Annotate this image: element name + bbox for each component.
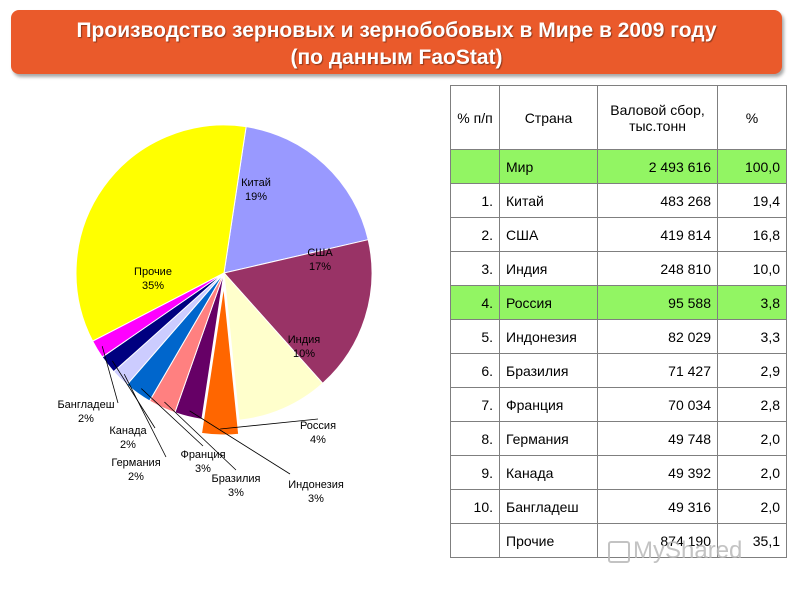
row-country: США (499, 217, 598, 252)
row-country: Канада (499, 455, 598, 490)
production-table: % п/п Страна Валовой сбор, тыс.тонн % Ми… (450, 85, 787, 558)
row-value: 82 029 (597, 319, 718, 354)
watermark-text: MyShared (633, 537, 743, 564)
row-percent: 35,1 (717, 523, 787, 558)
leader-line (101, 346, 119, 404)
table-row: 9. Канада 49 392 2,0 (450, 455, 787, 490)
leader-line (189, 410, 291, 475)
row-number: 9. (450, 455, 500, 490)
pie-slice (75, 124, 247, 342)
row-country: Бангладеш (499, 489, 598, 524)
row-number: 4. (450, 285, 500, 320)
row-value: 71 427 (597, 353, 718, 388)
table-row: 5. Индонезия 82 029 3,3 (450, 319, 787, 354)
leader-line (141, 388, 204, 447)
slice-label: Бангладеш 2% (57, 399, 114, 425)
row-country: Индонезия (499, 319, 598, 354)
row-value: 874 190 (597, 523, 718, 558)
row-percent: 2,0 (717, 489, 787, 524)
row-percent: 10,0 (717, 251, 787, 286)
table-row: 7. Франция 70 034 2,8 (450, 387, 787, 422)
row-value: 2 493 616 (597, 149, 718, 184)
slice-label: Индия 10% (288, 334, 321, 360)
row-country: Прочие (499, 523, 598, 558)
row-number: 7. (450, 387, 500, 422)
row-number: 5. (450, 319, 500, 354)
row-number (450, 523, 500, 558)
table-body: Мир 2 493 616 100,0 1. Китай 483 268 19,4 2. США… (450, 149, 787, 558)
row-percent: 3,8 (717, 285, 787, 320)
slice-label: Китай 19% (241, 177, 271, 203)
watermark: MyShared (608, 537, 742, 565)
row-value: 248 810 (597, 251, 718, 286)
row-percent: 2,0 (717, 421, 787, 456)
table-row: 1. Китай 483 268 19,4 (450, 183, 787, 218)
leader-line (112, 360, 156, 429)
leader-line (164, 401, 237, 471)
table-row: 2. США 419 814 16,8 (450, 217, 787, 252)
row-value: 95 588 (597, 285, 718, 320)
row-country: Индия (499, 251, 598, 286)
header-number: % п/п (450, 85, 500, 150)
row-percent: 3,3 (717, 319, 787, 354)
pie-chart: Китай 19% США 17% Индия 10% Россия 4% Индонезия 3… (57, 124, 373, 505)
leader-line (123, 373, 167, 458)
row-number: 1. (450, 183, 500, 218)
row-value: 49 748 (597, 421, 718, 456)
table-header-row: % п/п Страна Валовой сбор, тыс.тонн % (450, 85, 787, 150)
row-number: 8. (450, 421, 500, 456)
pie-slice (223, 126, 369, 274)
table-row: Прочие 874 190 35,1 (450, 523, 787, 558)
row-country: Франция (499, 387, 598, 422)
slice-label: Россия 4% (300, 420, 336, 446)
pie-slice (223, 271, 324, 421)
slice-label: Канада 2% (109, 425, 147, 451)
row-value: 70 034 (597, 387, 718, 422)
table-row: 4. Россия 95 588 3,8 (450, 285, 787, 320)
chart-title-line1: Производство зерновых и зернобобовых в М… (76, 19, 717, 42)
slice-label: Прочие 35% (134, 266, 172, 292)
title-banner: Производство зерновых и зернобобовых в М… (11, 10, 782, 74)
slice-label: США 17% (307, 247, 333, 273)
row-country: Китай (499, 183, 598, 218)
leader-line (220, 418, 319, 430)
pie-slice (223, 239, 373, 385)
row-country: Россия (499, 285, 598, 320)
row-number: 2. (450, 217, 500, 252)
row-number (450, 149, 500, 184)
row-country: Бразилия (499, 353, 598, 388)
row-value: 483 268 (597, 183, 718, 218)
row-percent: 19,4 (717, 183, 787, 218)
table-row: 3. Индия 248 810 10,0 (450, 251, 787, 286)
slice-label: Бразилия 3% (211, 473, 260, 499)
slice-label: Германия 2% (111, 457, 160, 483)
pie-slice (200, 286, 240, 436)
row-number: 6. (450, 353, 500, 388)
header-country: Страна (499, 85, 598, 150)
row-percent: 2,8 (717, 387, 787, 422)
row-percent: 16,8 (717, 217, 787, 252)
row-value: 49 316 (597, 489, 718, 524)
row-number: 3. (450, 251, 500, 286)
row-country: Германия (499, 421, 598, 456)
row-number: 10. (450, 489, 500, 524)
row-value: 419 814 (597, 217, 718, 252)
table-row: 8. Германия 49 748 2,0 (450, 421, 787, 456)
slice-label: Индонезия 3% (288, 479, 344, 505)
header-percent: % (717, 85, 787, 150)
row-percent: 2,0 (717, 455, 787, 490)
row-percent: 100,0 (717, 149, 787, 184)
row-value: 49 392 (597, 455, 718, 490)
table-row: Мир 2 493 616 100,0 (450, 149, 787, 184)
header-gross-harvest: Валовой сбор, тыс.тонн (597, 85, 718, 150)
table-row: 6. Бразилия 71 427 2,9 (450, 353, 787, 388)
slice-label: Франция 3% (180, 449, 225, 475)
watermark-logo-icon (608, 540, 630, 563)
row-country: Мир (499, 149, 598, 184)
table-row: 10. Бангладеш 49 316 2,0 (450, 489, 787, 524)
chart-title-line2: (по данным FaoStat) (290, 46, 503, 69)
row-percent: 2,9 (717, 353, 787, 388)
